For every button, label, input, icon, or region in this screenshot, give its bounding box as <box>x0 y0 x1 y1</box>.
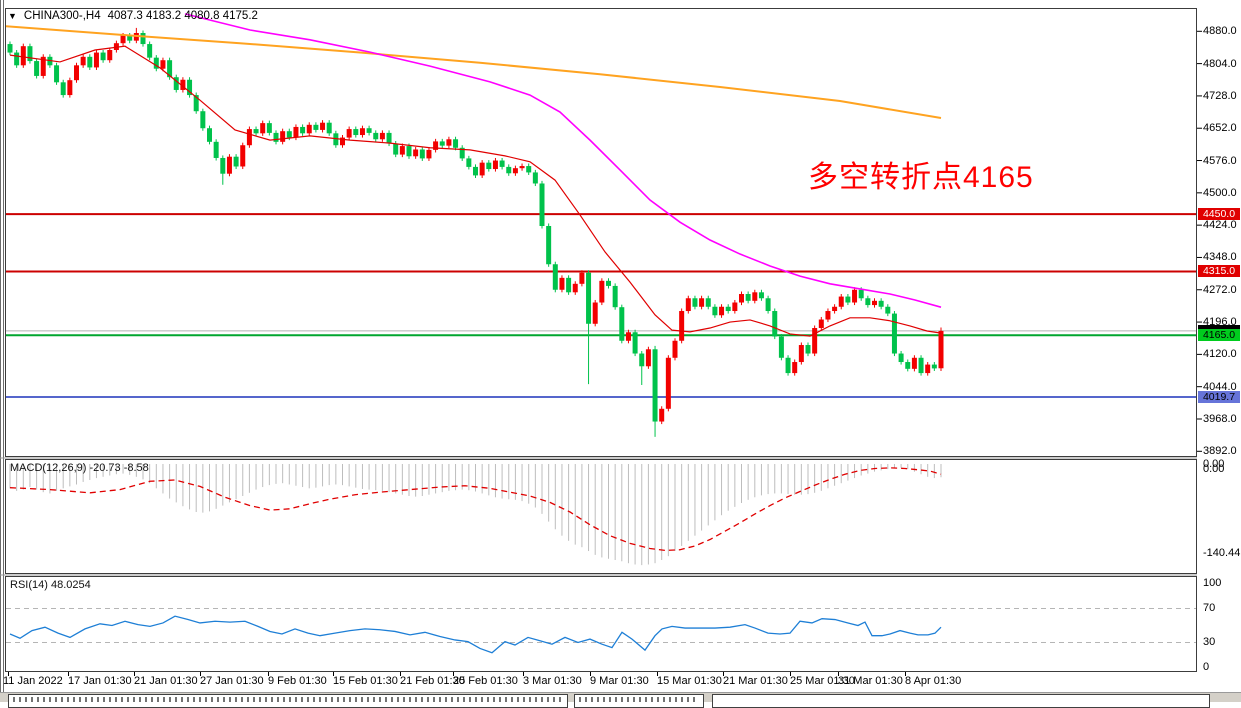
main-chart-area <box>6 13 1196 437</box>
level-badge-4165.0: 4165.0 <box>1198 329 1240 342</box>
rsi-panel-frame <box>5 576 1197 672</box>
candlestick-series <box>7 27 944 437</box>
date-tick-label: 21 Jan 01:30 <box>134 675 198 687</box>
rsi-header: RSI(14) 48.0254 <box>10 579 91 591</box>
ohlc-values: 4087.3 4183.2 4080.8 4175.2 <box>107 10 258 22</box>
rsi-axis-label: 100 <box>1203 577 1222 589</box>
date-tick-label: 15 Feb 01:30 <box>333 675 398 687</box>
macd-histogram <box>9 464 942 566</box>
ma-mid-line <box>184 13 942 308</box>
price-tick-label: 4576.0 <box>1203 154 1237 167</box>
price-tick-label: 4728.0 <box>1203 89 1237 102</box>
chart-tab-empty[interactable] <box>712 694 1210 708</box>
symbol-dropdown-icon[interactable]: ▼ <box>8 10 17 21</box>
symbol-timeframe-label: CHINA300-,H4 <box>23 10 101 22</box>
rsi-axis-label: 70 <box>1203 602 1216 614</box>
price-tick-label: 4120.0 <box>1203 348 1237 361</box>
level-badge-4019.7: 4019.7 <box>1198 391 1240 403</box>
price-tick-label: 4044.0 <box>1203 380 1237 393</box>
price-tick-label: 4424.0 <box>1203 219 1237 232</box>
price-tick-label: 3892.0 <box>1203 445 1237 458</box>
main-panel-frame <box>5 8 1197 457</box>
date-tick-label: 27 Jan 01:30 <box>200 675 264 687</box>
rsi-line <box>9 615 942 654</box>
price-tick-label: 4804.0 <box>1203 57 1237 70</box>
macd-axis-label: -140.44 <box>1203 547 1241 559</box>
level-badge-4315.0: 4315.0 <box>1198 265 1240 278</box>
date-tick-label: 3 Mar 01:30 <box>523 675 582 687</box>
price-tick-label: 3968.0 <box>1203 412 1237 425</box>
macd-axis-label: 0.00 <box>1203 458 1225 470</box>
date-tick-label: 9 Mar 01:30 <box>590 675 649 687</box>
date-tick-label: 21 Feb 01:30 <box>400 675 465 687</box>
macd-axis-label: 0.00 <box>1203 463 1225 475</box>
macd-panel-frame <box>5 459 1197 574</box>
date-tick-label: 25 Feb 01:30 <box>453 675 518 687</box>
date-tick-label: 25 Mar 01:30 <box>790 675 855 687</box>
chart-annotation-text[interactable]: 多空转折点4165 <box>808 161 1034 194</box>
level-badge-4450.0: 4450.0 <box>1198 208 1240 221</box>
date-tick-label: 9 Feb 01:30 <box>268 675 327 687</box>
date-tick-label: 21 Mar 01:30 <box>723 675 788 687</box>
price-tick-label: 4652.0 <box>1203 122 1237 135</box>
price-tick-label: 4348.0 <box>1203 251 1237 264</box>
price-tick-label: 4880.0 <box>1203 25 1237 38</box>
ma-fast-line <box>9 45 942 337</box>
date-tick-label: 15 Mar 01:30 <box>657 675 722 687</box>
macd-header: MACD(12,26,9) -20.73 -8.58 <box>10 462 149 474</box>
chart-tab-active[interactable] <box>574 694 704 708</box>
rsi-axis-label: 30 <box>1203 636 1216 648</box>
price-tick-label: 4272.0 <box>1203 283 1237 296</box>
date-tick-label: 8 Apr 01:30 <box>905 675 962 687</box>
price-tick-label: 4500.0 <box>1203 186 1237 199</box>
date-tick-label: 11 Jan 2022 <box>3 675 63 687</box>
date-tick-label: 31 Mar 01:30 <box>838 675 903 687</box>
chart-tab-group[interactable] <box>8 694 568 708</box>
chart-title-bar: ▼ CHINA300-,H4 4087.3 4183.2 4080.8 4175… <box>8 10 258 22</box>
rsi-axis-label: 0 <box>1203 661 1210 673</box>
ma-slow-line <box>6 25 942 120</box>
macd-signal-line <box>9 467 942 552</box>
date-tick-label: 17 Jan 01:30 <box>68 675 132 687</box>
